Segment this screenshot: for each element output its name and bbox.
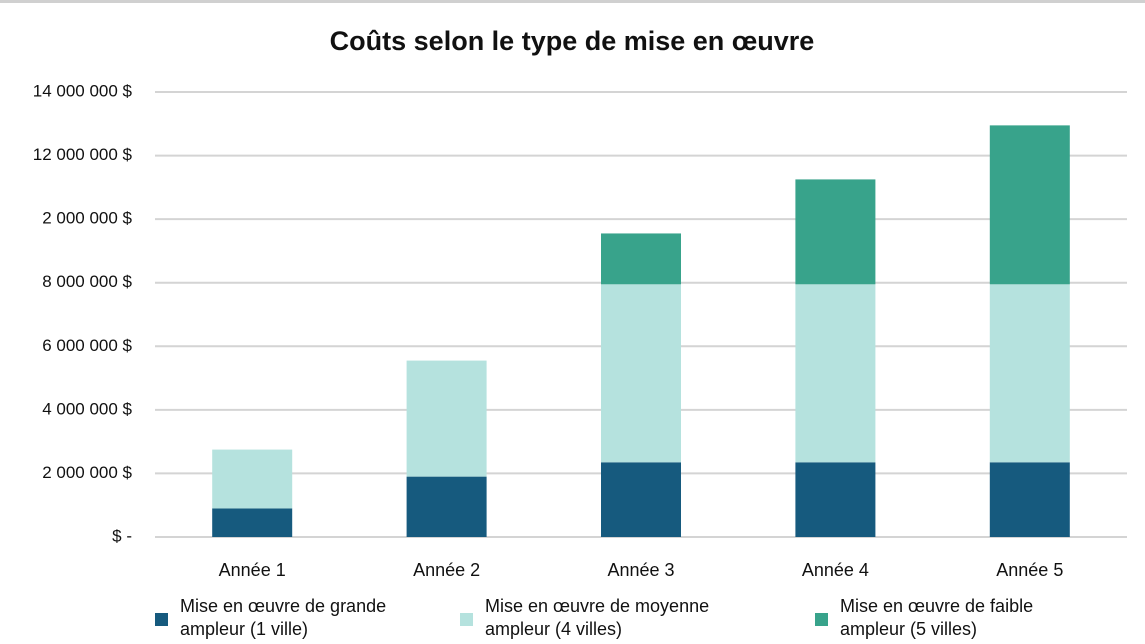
legend-label: Mise en œuvre de moyenne ampleur (4 vill… [485, 596, 710, 639]
bar-segment [406, 476, 487, 537]
y-tick-label: 2 000 000 $ [42, 209, 132, 228]
bar-segment [601, 284, 681, 463]
bar-segment [601, 462, 681, 537]
x-tick-label: Année 2 [413, 560, 480, 580]
bar-segment [212, 449, 293, 509]
y-tick-label: 12 000 000 $ [33, 145, 133, 164]
x-tick-label: Année 4 [802, 560, 869, 580]
x-tick-label: Année 3 [607, 560, 674, 580]
bar-segment [601, 233, 681, 285]
bar-segment [989, 125, 1070, 285]
legend-label: Mise en œuvre de grande ampleur (1 ville… [180, 596, 387, 639]
bar-segment [989, 462, 1070, 537]
legend-label: Mise en œuvre de faible ampleur (5 ville… [840, 596, 1034, 639]
legend-item: Mise en œuvre de moyenne ampleur (4 vill… [460, 595, 715, 641]
bar-segment [212, 508, 293, 537]
bar-segment [406, 360, 487, 477]
legend-swatch [815, 613, 828, 626]
bar-segment [795, 462, 876, 537]
legend-swatch [460, 613, 473, 626]
x-tick-label: Année 5 [996, 560, 1063, 580]
bar-segment [795, 284, 876, 463]
legend-swatch [155, 613, 168, 626]
y-tick-label: 6 000 000 $ [42, 336, 132, 355]
bar-segment [795, 179, 876, 285]
legend-item: Mise en œuvre de grande ampleur (1 ville… [155, 595, 410, 641]
legend-item: Mise en œuvre de faible ampleur (5 ville… [815, 595, 1070, 641]
bar-segment [989, 284, 1070, 463]
y-tick-label: 4 000 000 $ [42, 399, 132, 418]
x-tick-label: Année 1 [219, 560, 286, 580]
y-tick-label: 8 000 000 $ [42, 272, 132, 291]
chart-title: Coûts selon le type de mise en œuvre [330, 26, 815, 56]
y-tick-label: 14 000 000 $ [33, 81, 133, 100]
y-tick-label: 2 000 000 $ [42, 463, 132, 482]
chart: Coûts selon le type de mise en œuvre $ -… [33, 26, 1127, 580]
y-tick-label: $ - [112, 526, 132, 545]
